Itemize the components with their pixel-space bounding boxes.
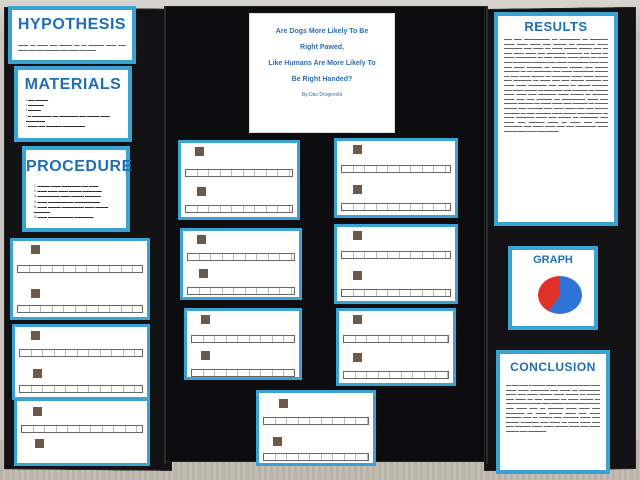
dog-photo: [353, 185, 362, 194]
board-author: By Dax Drogevold: [301, 92, 343, 98]
dog-photo: [31, 289, 40, 298]
graph-heading: GRAPH: [533, 254, 573, 266]
dog-photo: [273, 437, 282, 446]
data-sheet: [12, 324, 150, 400]
data-sheet: [178, 140, 300, 220]
data-sheet: [184, 308, 302, 380]
dog-photo: [197, 235, 206, 244]
dog-photo: [353, 231, 362, 240]
trial-table: [187, 253, 295, 261]
data-sheet: [334, 138, 458, 218]
trial-table: [341, 165, 451, 173]
dog-photo: [35, 439, 44, 448]
trial-table: [263, 453, 369, 461]
board-fold-left: [164, 6, 166, 464]
conclusion-text: ▬▬ ▬▬▬ ▬▬▬ ▬ ▬▬▬▬▬ ▬▬▬▬ ▬▬▬ ▬▬▬▬▬▬▬▬▬▬ ▬…: [506, 384, 600, 433]
graph-card: GRAPH: [508, 246, 598, 330]
dog-photo: [31, 245, 40, 254]
dog-photo: [201, 351, 210, 360]
title-card: Are Dogs More Likely To Be Right Pawed, …: [250, 14, 394, 132]
board-title-line-4: Be Right Handed?: [291, 76, 353, 83]
procedure-card: PROCEDURE 1. ▬▬▬▬ ▬▬▬ ▬▬▬▬▬▬ ▬▬ ▬▬▬ 2. ▬▬…: [22, 146, 133, 232]
dog-photo: [33, 407, 42, 416]
hypothesis-card: HYPOTHESIS ▬▬▬▬ ▬▬ ▬▬▬▬ ▬▬▬ ▬▬▬▬▬ ▬▬ ▬▬ …: [8, 6, 136, 64]
dog-photo: [33, 369, 42, 378]
dog-photo: [199, 269, 208, 278]
trial-table: [187, 287, 295, 295]
trial-table: [17, 265, 143, 273]
trial-table: [19, 385, 143, 393]
trial-table: [21, 425, 143, 433]
trial-table: [343, 335, 449, 343]
dog-photo: [197, 187, 206, 196]
trial-table: [191, 335, 295, 343]
dog-photo: [279, 399, 288, 408]
board-fold-right: [486, 6, 488, 464]
data-sheet: [336, 308, 456, 386]
dog-photo: [353, 353, 362, 362]
data-sheet: [10, 238, 150, 320]
dog-photo: [195, 147, 204, 156]
data-sheet: [334, 224, 458, 304]
data-sheet: [256, 390, 376, 466]
trial-table: [191, 369, 295, 377]
trial-table: [343, 371, 449, 379]
board-title-line-1: Are Dogs More Likely To Be: [275, 28, 369, 35]
trial-table: [341, 203, 451, 211]
materials-list: • ▬▬ ▬▬▬▬ • ▬▬▬▬▬ • ▬▬▬▬ • ▬ ▬▬▬▬▬▬ ▬▬ ▬▬▬…: [26, 98, 110, 129]
board-title-line-2: Right Pawed,: [300, 44, 344, 51]
pie-chart: [538, 276, 582, 314]
results-text: ▬▬▬ ▬▬▬ ▬▬▬▬▬▬▬▬▬▬ ▬▬ ▬▬▬▬▬▬▬▬ ▬▬ ▬▬▬▬▬▬…: [504, 38, 608, 133]
conclusion-card: CONCLUSION ▬▬ ▬▬▬ ▬▬▬ ▬ ▬▬▬▬▬ ▬▬▬▬ ▬▬▬ ▬…: [496, 350, 610, 474]
hypothesis-text: ▬▬▬▬ ▬▬ ▬▬▬▬ ▬▬▬ ▬▬▬▬▬ ▬▬ ▬▬ ▬▬▬▬▬▬ ▬▬▬▬…: [18, 44, 126, 52]
conclusion-heading: CONCLUSION: [510, 360, 596, 374]
hypothesis-heading: HYPOTHESIS: [17, 16, 127, 33]
dog-photo: [353, 315, 362, 324]
dog-photo: [201, 315, 210, 324]
trial-table: [19, 349, 143, 357]
dog-photo: [353, 271, 362, 280]
results-card: RESULTS ▬▬▬ ▬▬▬ ▬▬▬▬▬▬▬▬▬▬ ▬▬ ▬▬▬▬▬▬▬▬ ▬…: [494, 12, 618, 226]
data-sheet: [14, 398, 150, 466]
trial-table: [185, 205, 293, 213]
materials-card: MATERIALS • ▬▬ ▬▬▬▬ • ▬▬▬▬▬ • ▬▬▬▬ • ▬ ▬▬▬…: [14, 66, 132, 142]
trial-table: [341, 289, 451, 297]
materials-heading: MATERIALS: [24, 76, 122, 93]
procedure-steps: 1. ▬▬▬▬ ▬▬▬ ▬▬▬▬▬▬ ▬▬ ▬▬▬ 2. ▬▬▬ ▬▬▬ ▬▬▬ …: [34, 184, 109, 220]
dog-photo: [31, 331, 40, 340]
trial-table: [185, 169, 293, 177]
board-title-line-3: Like Humans Are More Likely To: [268, 60, 376, 67]
data-sheet: [180, 228, 302, 300]
dog-photo: [353, 145, 362, 154]
procedure-heading: PROCEDURE: [26, 158, 133, 175]
trial-table: [17, 305, 143, 313]
trial-table: [341, 251, 451, 259]
trial-table: [263, 417, 369, 425]
results-heading: RESULTS: [524, 19, 588, 34]
